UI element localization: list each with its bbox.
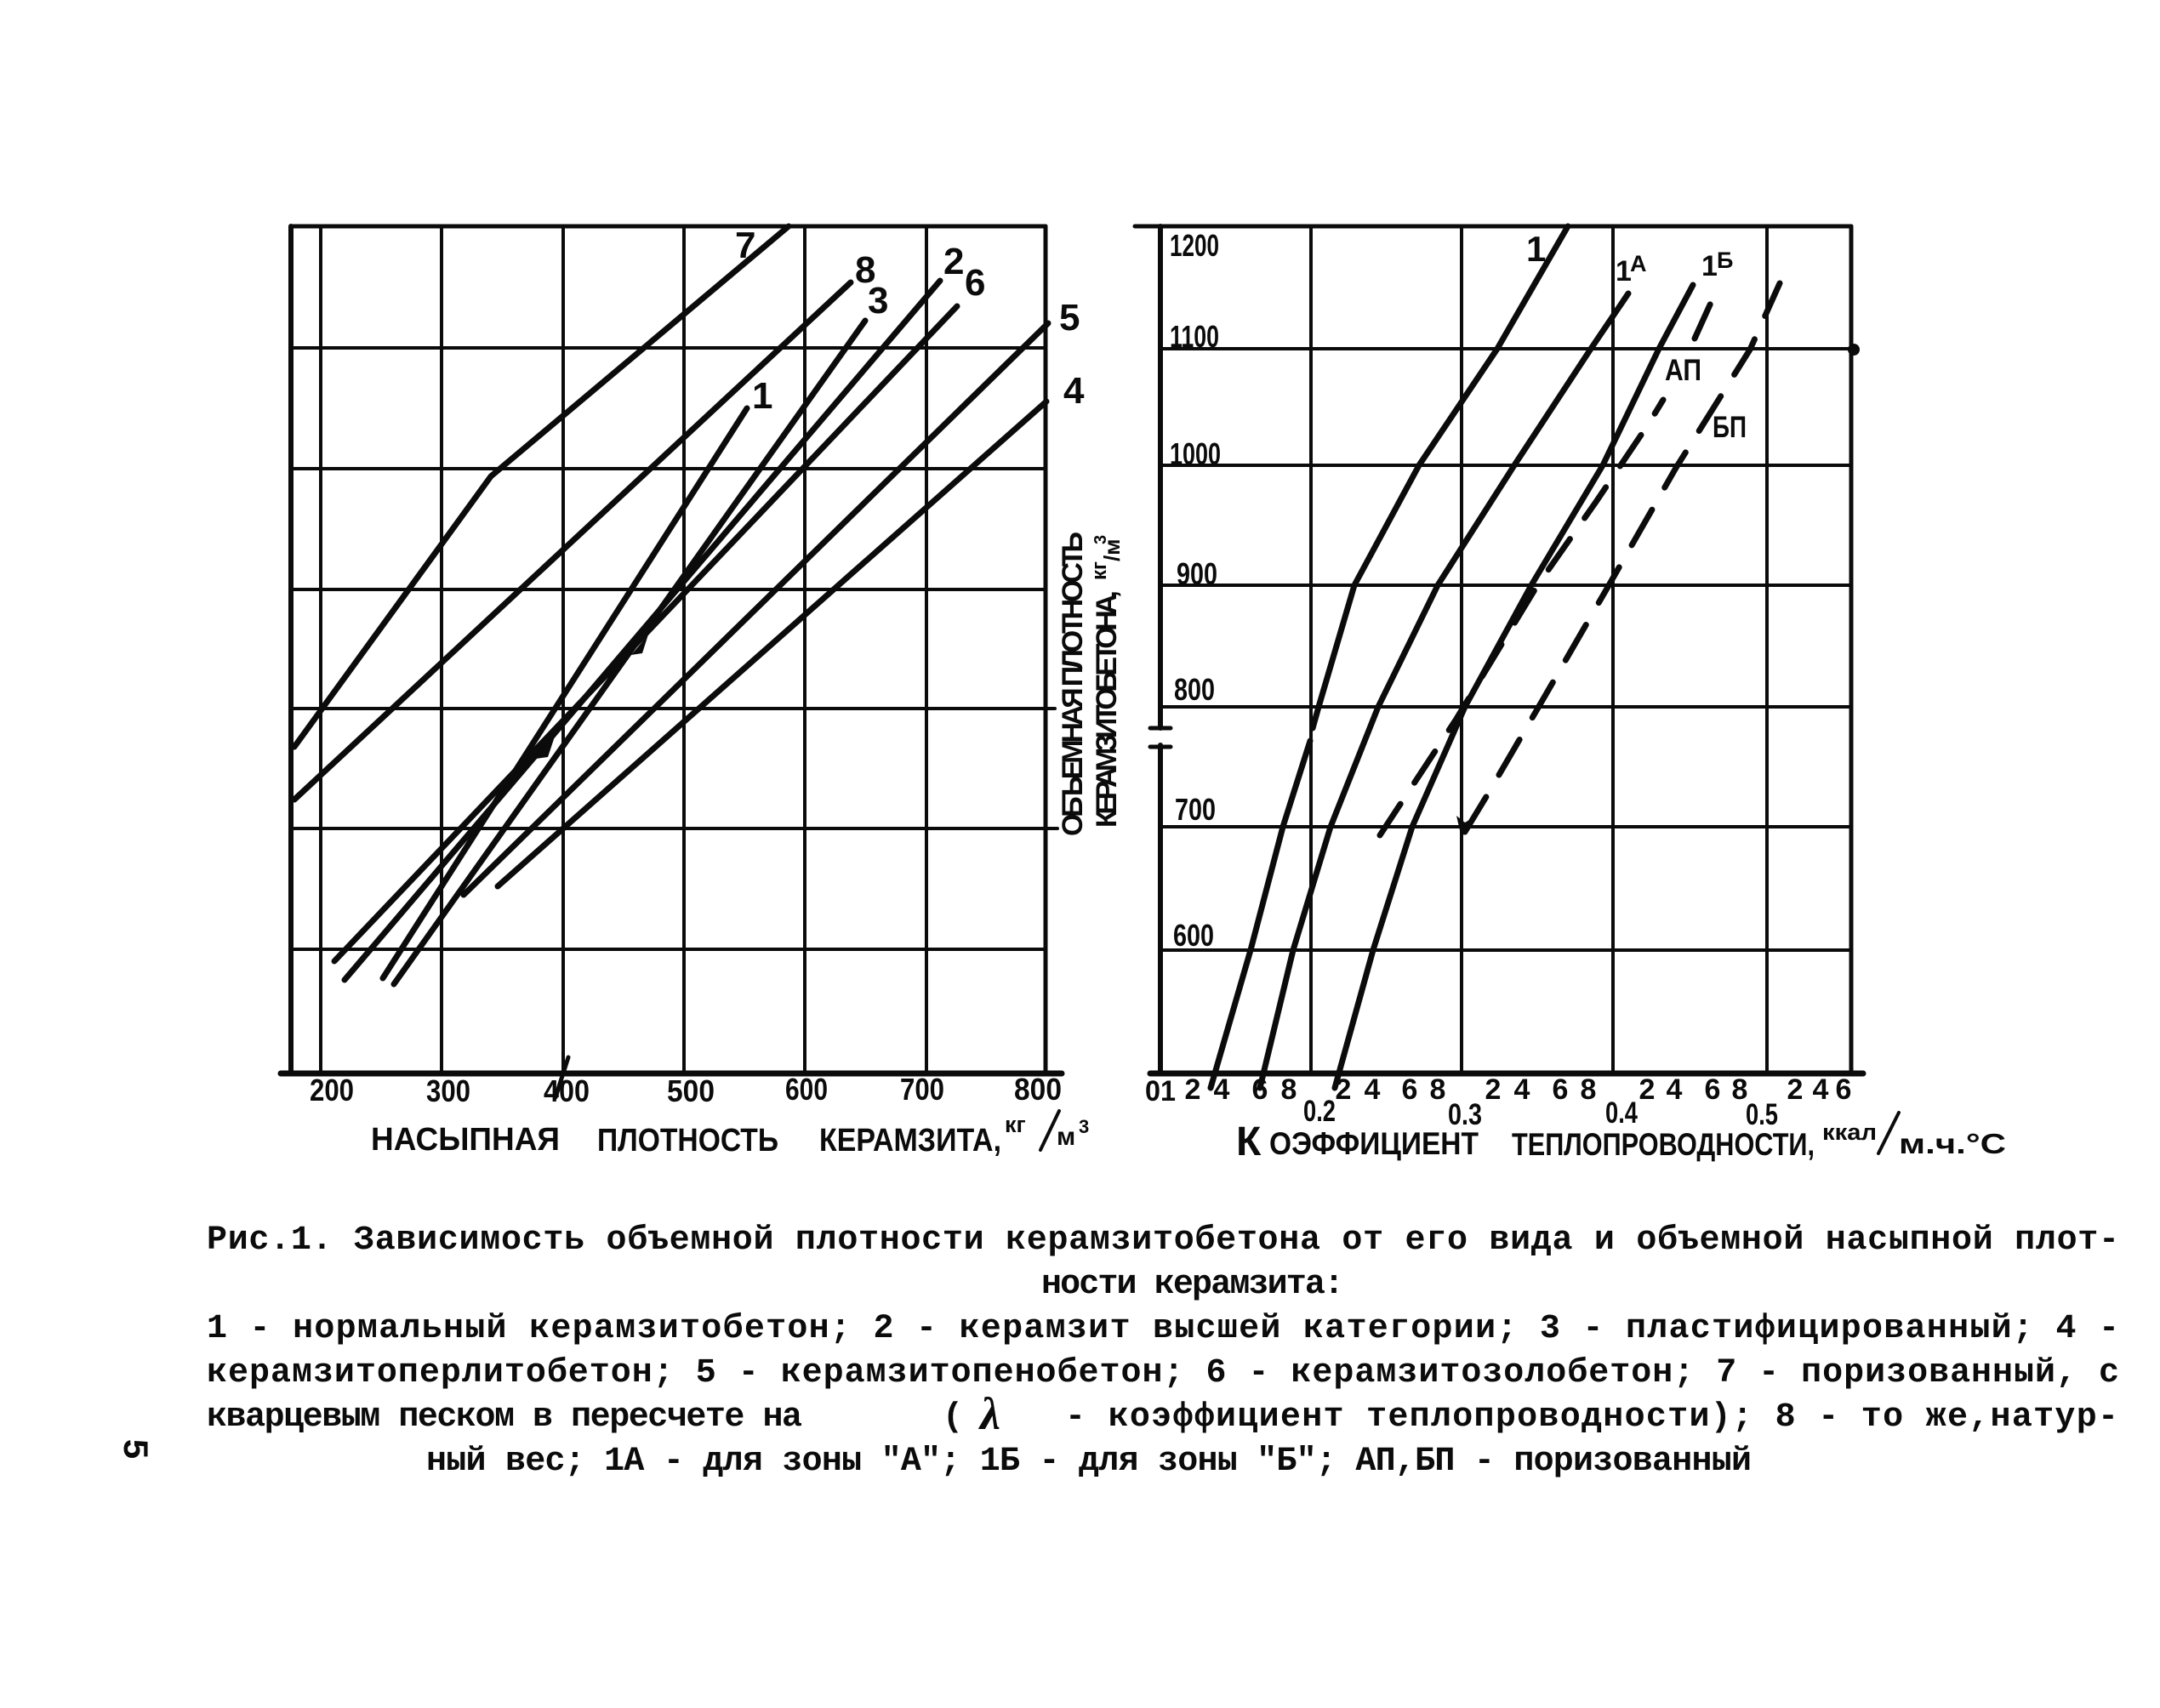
svg-text:НАСЫПНАЯ: НАСЫПНАЯ: [371, 1122, 560, 1158]
svg-text:ОБЪЕМНАЯ ПЛОТНОСТЬ: ОБЪЕМНАЯ ПЛОТНОСТЬ: [1057, 530, 1089, 836]
svg-text:8: 8: [1281, 1073, 1297, 1106]
svg-text:1: 1: [1701, 250, 1718, 282]
svg-text:БП: БП: [1713, 411, 1747, 444]
svg-text:0.3: 0.3: [1448, 1098, 1482, 1131]
svg-text:0.2: 0.2: [1303, 1095, 1336, 1128]
svg-text:6: 6: [965, 262, 985, 304]
svg-text:ный вес; 1А - для зоны "А"; 1Б: ный вес; 1А - для зоны "А"; 1Б - для зон…: [426, 1443, 1752, 1481]
svg-text:8: 8: [1732, 1073, 1748, 1106]
svg-text:4: 4: [1214, 1073, 1230, 1106]
svg-text:5: 5: [113, 1438, 154, 1460]
svg-text:4: 4: [1667, 1073, 1683, 1106]
svg-text:ОЭФФИЦИЕНТ: ОЭФФИЦИЕНТ: [1269, 1126, 1479, 1161]
svg-text:(: (: [943, 1398, 963, 1437]
svg-text:1100: 1100: [1170, 319, 1219, 354]
svg-text:ккал: ккал: [1822, 1119, 1877, 1145]
svg-text:900: 900: [1177, 556, 1217, 591]
svg-text:кварцевым песком в пересчете н: кварцевым песком в пересчете на: [207, 1398, 802, 1437]
svg-text:200: 200: [310, 1073, 354, 1107]
svg-text:КЕРАМЗИТОБЕТОНА,: КЕРАМЗИТОБЕТОНА,: [1091, 589, 1123, 828]
svg-text:- коэффициент теплопроводности: - коэффициент теплопроводности); 8 - то …: [1065, 1398, 2118, 1437]
svg-text:2: 2: [1336, 1073, 1352, 1106]
svg-text:300: 300: [426, 1073, 470, 1108]
svg-text:600: 600: [785, 1072, 828, 1107]
svg-text:8: 8: [1430, 1073, 1446, 1106]
svg-text:01: 01: [1145, 1075, 1176, 1107]
svg-text:2: 2: [1185, 1073, 1201, 1106]
svg-text:А: А: [1630, 251, 1647, 276]
svg-text:8: 8: [1581, 1073, 1597, 1106]
svg-text:3: 3: [868, 280, 888, 322]
svg-text:АП: АП: [1665, 354, 1701, 387]
svg-text:/м: /м: [1099, 539, 1125, 561]
svg-text:4: 4: [1514, 1073, 1530, 1106]
svg-text:6: 6: [1402, 1073, 1418, 1106]
svg-text:2: 2: [943, 241, 964, 282]
svg-text:6: 6: [1705, 1073, 1721, 1106]
svg-text:м: м: [1057, 1123, 1075, 1151]
svg-text:700: 700: [1175, 792, 1216, 827]
svg-text:700: 700: [900, 1072, 944, 1107]
svg-text:1000: 1000: [1170, 436, 1221, 471]
svg-text:2: 2: [1787, 1073, 1804, 1106]
svg-text:ТЕПЛОПРОВОДНОСТИ,: ТЕПЛОПРОВОДНОСТИ,: [1512, 1127, 1815, 1162]
svg-text:ПЛОТНОСТЬ: ПЛОТНОСТЬ: [597, 1123, 778, 1159]
svg-text:2: 2: [1485, 1073, 1502, 1106]
svg-text:Б: Б: [1717, 248, 1733, 273]
svg-text:7: 7: [735, 225, 755, 266]
svg-text:4: 4: [1813, 1073, 1829, 1106]
svg-text:м.ч.°С: м.ч.°С: [1899, 1128, 2006, 1159]
svg-text:500: 500: [667, 1073, 715, 1108]
svg-text:4: 4: [1063, 370, 1085, 412]
svg-text:1 - нормальный керамзитобетон;: 1 - нормальный керамзитобетон; 2 - керам…: [207, 1310, 2119, 1348]
svg-text:800: 800: [1174, 672, 1215, 707]
svg-text:5: 5: [1059, 297, 1080, 339]
svg-text:КЕРАМЗИТА,: КЕРАМЗИТА,: [819, 1123, 1001, 1159]
svg-text:800: 800: [1014, 1072, 1062, 1107]
svg-text:1: 1: [752, 375, 772, 417]
svg-text:ности керамзита:: ности керамзита:: [1041, 1266, 1344, 1304]
svg-text:6: 6: [1252, 1073, 1268, 1106]
svg-text:0.5: 0.5: [1746, 1098, 1778, 1131]
svg-text:λ: λ: [978, 1388, 1000, 1439]
svg-text:400: 400: [544, 1073, 590, 1108]
svg-text:8: 8: [855, 249, 875, 291]
svg-text:4: 4: [1365, 1073, 1381, 1106]
svg-text:0.4: 0.4: [1605, 1096, 1638, 1130]
svg-text:Рис.1. Зависимость объемной пл: Рис.1. Зависимость объемной плотности ке…: [207, 1221, 2119, 1260]
svg-text:1: 1: [1526, 229, 1546, 269]
svg-text:3: 3: [1091, 535, 1110, 544]
svg-text:керамзитоперлитобетон; 5 - кер: керамзитоперлитобетон; 5 - керамзитопено…: [207, 1354, 2119, 1392]
svg-text:1: 1: [1616, 255, 1632, 288]
svg-text:кг: кг: [1088, 561, 1111, 580]
svg-text:1200: 1200: [1170, 228, 1219, 263]
svg-text:К: К: [1236, 1119, 1262, 1164]
svg-text:3: 3: [1079, 1116, 1089, 1137]
svg-text:2: 2: [1639, 1073, 1656, 1106]
svg-text:600: 600: [1173, 918, 1214, 953]
svg-text:6: 6: [1836, 1073, 1852, 1106]
svg-text:6: 6: [1553, 1073, 1569, 1106]
svg-text:кг: кг: [1005, 1112, 1026, 1137]
